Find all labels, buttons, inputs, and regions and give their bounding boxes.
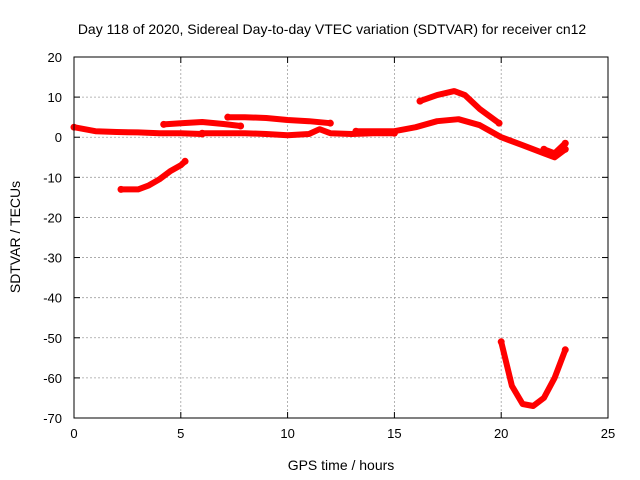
series-arc-e-start-marker (198, 129, 206, 137)
y-tick-label: 0 (55, 130, 62, 145)
y-tick-label: 10 (48, 90, 62, 105)
series-arc-d-end-marker (326, 119, 334, 127)
plot-frame (73, 56, 609, 419)
series-arc-d (224, 114, 334, 127)
axis-ticks: 0 5 10 15 20 25 -70 -60 -50 -40 -30 -20 -10 0 10 20 (43, 50, 615, 441)
x-tick-label: 15 (387, 426, 401, 441)
x-tick-label: 20 (494, 426, 508, 441)
y-axis-label: SDTVAR / TECUs (7, 181, 23, 293)
series-arc-c-start-marker (160, 120, 168, 128)
series-arc-c-end-marker (237, 122, 245, 130)
series-arc-i-start-marker (497, 338, 505, 346)
y-tick-label: -40 (43, 291, 62, 306)
grid-lines (74, 57, 608, 418)
series-arc-b-end-marker (181, 157, 189, 165)
series-arc-g (417, 88, 503, 127)
series-arc-b-start-marker (117, 185, 125, 193)
series-arc-b (118, 158, 189, 193)
y-tick-label: -50 (43, 331, 62, 346)
x-axis-label: GPS time / hours (288, 457, 395, 473)
series-arc-g-end-marker (495, 119, 503, 127)
y-tick-label: -30 (43, 251, 62, 266)
series-arc-f (353, 116, 569, 161)
y-tick-label: -20 (43, 210, 62, 225)
series-arc-f-start-marker (352, 127, 360, 135)
x-tick-label: 10 (280, 426, 294, 441)
x-tick-label: 5 (177, 426, 184, 441)
series-arc-g-start-marker (416, 97, 424, 105)
series-arc-d-start-marker (224, 113, 232, 121)
x-tick-label: 0 (70, 426, 77, 441)
series-arc-i-end-marker (561, 346, 569, 354)
series-arc-a (71, 124, 206, 137)
series-arc-h-start-marker (540, 145, 548, 153)
series-arc-h (540, 140, 569, 157)
y-tick-label: -10 (43, 170, 62, 185)
chart-title: Day 118 of 2020, Sidereal Day-to-day VTE… (78, 21, 587, 37)
x-tick-label: 25 (601, 426, 615, 441)
y-tick-label: -70 (43, 411, 62, 426)
series-arc-c (160, 119, 244, 129)
series-arc-h-end-marker (561, 139, 569, 147)
y-tick-label: 20 (48, 50, 62, 65)
series-arc-i (498, 338, 569, 409)
y-tick-label: -60 (43, 371, 62, 386)
series-layer (70, 88, 569, 409)
